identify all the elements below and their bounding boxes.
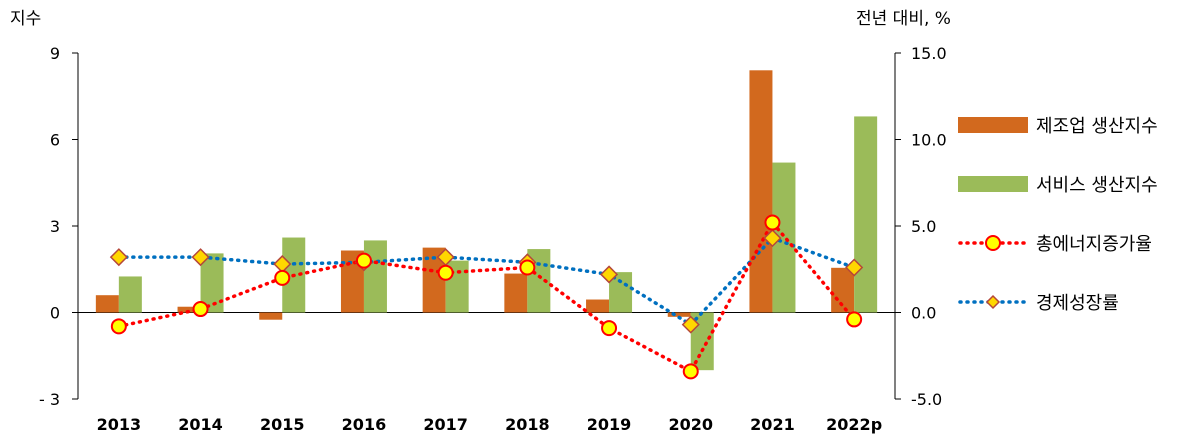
left-tick-label: 9 [50, 44, 60, 63]
legend-energy-marker [985, 235, 1001, 251]
gdp-growth-point [681, 315, 700, 334]
energy-growth-point [192, 301, 209, 318]
category-label: 2015 [260, 415, 305, 434]
services-bar [200, 253, 224, 313]
category-label: 2021 [750, 415, 795, 434]
gdp-growth-point [109, 248, 128, 267]
category-label: 2022p [826, 415, 882, 434]
manufacturing-bar [95, 295, 119, 313]
right-tick-label: 10.0 [911, 131, 947, 150]
energy-growth-point [764, 214, 781, 231]
category-label: 2014 [178, 415, 223, 434]
category-label: 2018 [505, 415, 550, 434]
manufacturing-bar [422, 247, 446, 313]
right-axis-title: 전년 대비, % [856, 9, 951, 29]
services-bar [609, 272, 633, 313]
services-bar [854, 116, 878, 313]
energy-growth-point [682, 363, 699, 380]
legend-energy-label: 총에너지증가율 [1036, 234, 1152, 255]
manufacturing-bar [831, 267, 855, 313]
category-label: 2020 [668, 415, 713, 434]
right-tick-label: 5.0 [911, 217, 936, 236]
manufacturing-bar [259, 312, 283, 320]
legend-manufacturing-swatch [958, 117, 1028, 133]
manufacturing-bar [504, 273, 528, 313]
manufacturing-bar [749, 70, 773, 313]
category-label: 2017 [423, 415, 468, 434]
services-bar [118, 276, 142, 313]
left-tick-label: 6 [50, 131, 60, 150]
manufacturing-bar [667, 312, 691, 317]
left-tick-label: - 3 [39, 390, 60, 409]
services-bar [772, 162, 796, 313]
category-label: 2016 [342, 415, 387, 434]
right-tick-label: 15.0 [911, 44, 947, 63]
category-label: 2013 [97, 415, 142, 434]
legend-services-swatch [958, 176, 1028, 192]
gdp-growth-point [763, 229, 782, 248]
legend-gdp-marker [985, 294, 1001, 310]
manufacturing-bar [586, 299, 610, 313]
gdp-growth-point [845, 258, 864, 277]
manufacturing-bar [177, 306, 201, 313]
category-label: 2019 [587, 415, 632, 434]
energy-growth-point [274, 269, 291, 286]
plot-area: 9 6 3 0 - 3 15.0 10.0 5.0 0.0 -5.0 2013 2014 2015 201… [39, 44, 947, 434]
energy-growth-point [601, 320, 618, 337]
gdp-growth-point [599, 265, 619, 284]
energy-growth-point [519, 259, 536, 276]
right-tick-label: -5.0 [911, 390, 942, 409]
services-bar [363, 240, 387, 313]
left-tick-label: 0 [50, 304, 60, 323]
legend-gdp-label: 경제성장률 [1036, 293, 1119, 314]
gdp-growth-point [191, 248, 210, 267]
gdp-growth-line [117, 236, 856, 327]
left-axis-title: 지수 [10, 9, 41, 29]
energy-growth-point [110, 318, 127, 335]
energy-growth-point [846, 311, 863, 328]
legend-services-label: 서비스 생산지수 [1036, 175, 1158, 196]
energy-growth-line [117, 219, 856, 374]
right-tick-label: 0.0 [911, 304, 936, 323]
energy-growth-point [355, 252, 372, 269]
legend-manufacturing-label: 제조업 생산지수 [1036, 116, 1158, 137]
left-tick-label: 3 [50, 217, 60, 236]
energy-growth-point [437, 264, 454, 281]
